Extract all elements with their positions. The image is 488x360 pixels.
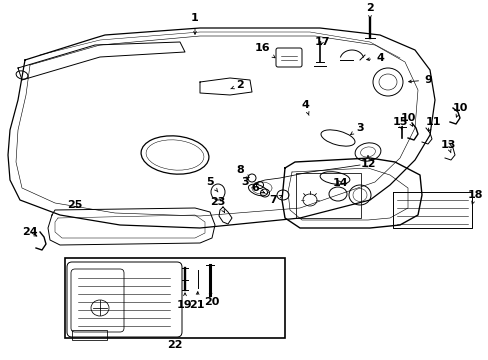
Text: 4: 4	[366, 53, 383, 63]
Text: 6: 6	[250, 183, 264, 193]
Text: 25: 25	[67, 200, 82, 210]
Bar	[72, 330, 107, 340]
Text: 10: 10	[451, 103, 467, 117]
Text: 12: 12	[360, 156, 375, 169]
Text: 15: 15	[391, 117, 407, 130]
Text: 7: 7	[268, 195, 282, 205]
Text: 21: 21	[189, 292, 204, 310]
Text: 24: 24	[22, 227, 38, 237]
Bar	[65, 258, 285, 338]
Text: 19: 19	[177, 293, 192, 310]
Text: 8: 8	[236, 165, 249, 178]
Text: 3: 3	[350, 123, 363, 135]
Text: 1: 1	[191, 13, 199, 34]
Text: 9: 9	[408, 75, 431, 85]
Text: 14: 14	[331, 178, 347, 188]
Text: 3: 3	[241, 177, 254, 188]
Text: 22: 22	[167, 340, 183, 350]
Text: 20: 20	[204, 291, 219, 307]
Text: 16: 16	[254, 43, 274, 58]
Text: 5: 5	[206, 177, 218, 192]
Text: 4: 4	[301, 100, 308, 115]
Text: 11: 11	[425, 117, 440, 131]
Text: 18: 18	[467, 190, 482, 204]
Text: 23: 23	[210, 197, 225, 212]
Text: 17: 17	[314, 37, 329, 47]
Text: 2: 2	[230, 80, 244, 90]
Text: 2: 2	[366, 3, 373, 19]
Bar	[295, 173, 360, 218]
Text: 13: 13	[439, 140, 455, 153]
Text: 10: 10	[400, 113, 415, 126]
